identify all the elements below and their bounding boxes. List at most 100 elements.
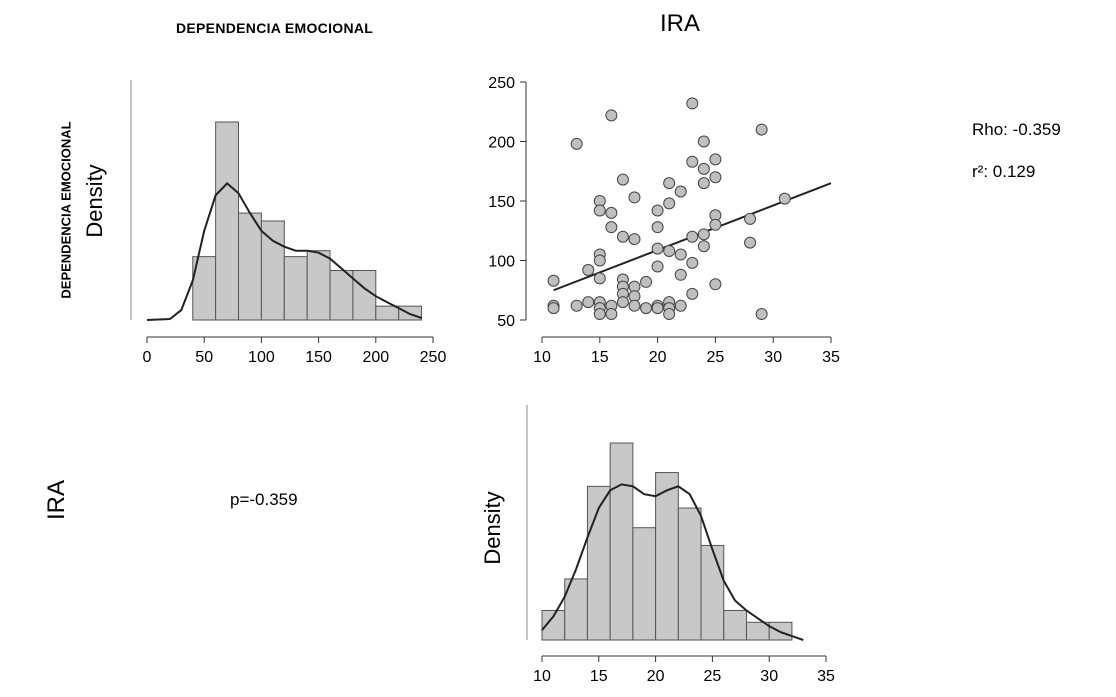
- scatter-point-4: [570, 299, 583, 312]
- scatter-point-19: [605, 308, 618, 321]
- scatter-point-27: [628, 233, 641, 246]
- density-curve: [541, 483, 804, 641]
- scatter-point-54: [697, 135, 710, 148]
- scatter-point-6: [582, 296, 595, 309]
- scatter-point-21: [616, 230, 629, 243]
- y-tick-label-100: 100: [488, 254, 515, 271]
- scatter-point-5: [582, 264, 595, 277]
- x-tick-label-100: 100: [248, 349, 275, 366]
- density-curve: [146, 182, 422, 321]
- x-tick-label-20: 20: [649, 349, 667, 366]
- y-tick-label-150: 150: [488, 194, 515, 211]
- x-tick-label-35: 35: [817, 668, 835, 685]
- column-title-ira: IRA: [660, 10, 701, 37]
- scatter-point-3: [570, 137, 583, 150]
- scatter-point-33: [651, 204, 664, 217]
- scatter-point-36: [651, 260, 664, 273]
- histogram-bar-1: [215, 121, 240, 321]
- histogram-bar-3: [260, 220, 285, 321]
- scatter-point-45: [674, 185, 687, 198]
- histogram-bar-4: [283, 256, 308, 321]
- x-tick-label-10: 10: [533, 349, 551, 366]
- scatter-point-10: [593, 254, 606, 267]
- scatter-point-64: [744, 212, 757, 225]
- scatter-point-44: [663, 308, 676, 321]
- histogram-ira: Density 10 15 20 25 30 35: [480, 405, 835, 685]
- scatter-point-48: [674, 299, 687, 312]
- x-tick-label-30: 30: [760, 668, 778, 685]
- scatter-point-49: [686, 97, 699, 110]
- scatter-point-46: [674, 248, 687, 261]
- histogram-bar-8: [375, 305, 400, 321]
- histogram-bar-7: [700, 544, 725, 641]
- scatter-point-51: [686, 230, 699, 243]
- histogram-bar-5: [655, 472, 679, 641]
- x-tick-label-0: 0: [143, 349, 152, 366]
- x-tick-label-25: 25: [707, 349, 725, 366]
- scatter-point-53: [686, 287, 699, 300]
- scatter-point-65: [744, 236, 757, 249]
- scatter-point-39: [663, 177, 676, 190]
- scatter-point-67: [755, 308, 768, 321]
- scatter-point-47: [674, 268, 687, 281]
- scatter-point-58: [697, 240, 710, 253]
- x-tick-label-50: 50: [195, 349, 213, 366]
- scatter-point-60: [709, 171, 722, 184]
- scatter-point-34: [651, 221, 664, 234]
- correlation-text: p=-0.359: [230, 490, 298, 509]
- y-tick-label-50: 50: [497, 313, 515, 330]
- y-tick-label-200: 200: [488, 135, 515, 152]
- histogram-bar-7: [352, 270, 377, 321]
- scatter-point-8: [593, 204, 606, 217]
- scatter-point-14: [593, 308, 606, 321]
- scatter-point-26: [628, 191, 641, 204]
- scatter-point-16: [605, 206, 618, 219]
- y-axis-label: Density: [480, 491, 505, 564]
- scatter-point-55: [697, 162, 710, 175]
- scatter-point-56: [697, 177, 710, 190]
- x-tick-label-15: 15: [590, 668, 608, 685]
- scatter-point-52: [686, 256, 699, 269]
- histogram-bar-5: [306, 250, 331, 321]
- x-tick-label-200: 200: [362, 349, 389, 366]
- scatter-plot: 50 100 150 200 250 10 15 20 25 30 35: [488, 75, 840, 366]
- x-tick-label-35: 35: [822, 349, 840, 366]
- scatter-point-32: [640, 302, 653, 315]
- scatter-point-1: [547, 302, 560, 315]
- x-tick-label-15: 15: [591, 349, 609, 366]
- x-tick-label-10: 10: [533, 668, 551, 685]
- scatter-point-15: [605, 109, 618, 122]
- scatter-point-20: [616, 173, 629, 186]
- x-tick-label-150: 150: [305, 349, 332, 366]
- histogram-bar-6: [677, 507, 702, 641]
- x-tick-label-20: 20: [647, 668, 665, 685]
- scatter-point-57: [697, 228, 710, 241]
- scatter-point-41: [663, 244, 676, 257]
- histogram-bar-8: [723, 609, 747, 641]
- scatter-point-59: [709, 153, 722, 166]
- scatter-point-68: [778, 192, 791, 205]
- x-tick-label-250: 250: [420, 349, 447, 366]
- scatter-point-63: [709, 278, 722, 291]
- y-tick-label-250: 250: [488, 75, 515, 92]
- histogram-dependencia: Density 0 50 100 150 200 250: [82, 80, 446, 366]
- scatter-point-11: [593, 272, 606, 285]
- histogram-bar-3: [609, 442, 634, 641]
- scatter-point-2: [547, 274, 560, 287]
- scatter-point-31: [640, 275, 653, 288]
- scatter-point-35: [651, 242, 664, 255]
- y-axis-label: Density: [82, 164, 107, 237]
- x-tick-label-25: 25: [704, 668, 722, 685]
- scatter-point-50: [686, 155, 699, 168]
- x-tick-label-30: 30: [764, 349, 782, 366]
- scatter-point-40: [663, 197, 676, 210]
- scatter-point-38: [651, 302, 664, 315]
- histogram-bar-4: [632, 527, 657, 641]
- histogram-bar-2: [238, 212, 262, 321]
- r2-stat: r²: 0.129: [972, 162, 1036, 181]
- scatter-point-66: [755, 123, 768, 136]
- scatter-point-25: [616, 296, 629, 309]
- column-title-dependencia: DEPENDENCIA EMOCIONAL: [176, 20, 374, 36]
- scatter-point-30: [628, 299, 641, 312]
